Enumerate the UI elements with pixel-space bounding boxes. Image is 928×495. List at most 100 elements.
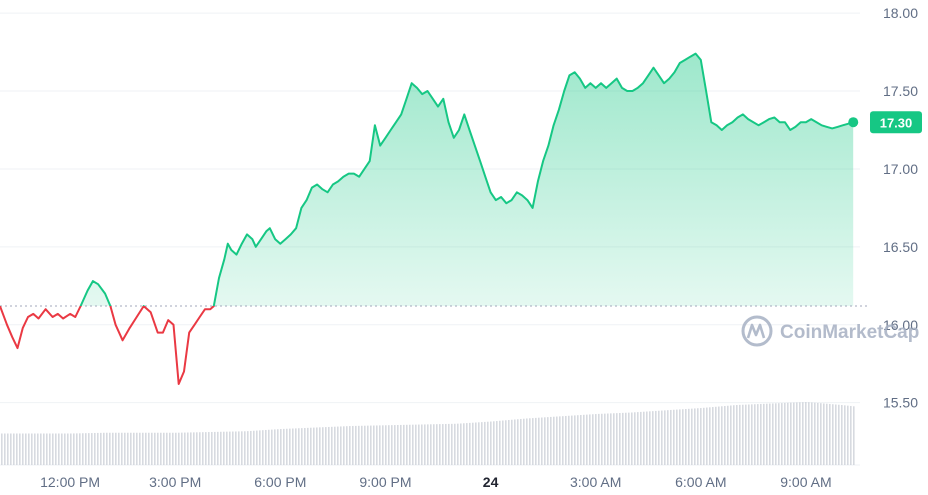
- volume-bar: [517, 419, 519, 465]
- volume-bar: [427, 424, 429, 465]
- volume-bar: [532, 418, 534, 465]
- volume-bar: [37, 433, 39, 465]
- volume-bar: [799, 402, 801, 465]
- volume-bar: [10, 433, 12, 465]
- volume-bar: [601, 413, 603, 465]
- volume-bar: [700, 408, 702, 465]
- volume-bar: [238, 431, 240, 465]
- volume-bar: [7, 433, 9, 465]
- volume-bar: [586, 414, 588, 465]
- volume-bar: [115, 432, 117, 465]
- volume-bar: [757, 404, 759, 465]
- volume-bar: [55, 433, 57, 465]
- volume-bar: [544, 417, 546, 465]
- volume-bar: [748, 404, 750, 465]
- volume-bar: [481, 422, 483, 465]
- volume-bar: [388, 425, 390, 465]
- coinmarketcap-watermark: CoinMarketCap: [741, 315, 919, 347]
- volume-bar: [556, 416, 558, 465]
- volume-bar: [823, 403, 825, 465]
- volume-bar: [604, 413, 606, 465]
- volume-bar: [433, 424, 435, 465]
- volume-bar: [409, 424, 411, 465]
- volume-bar: [352, 425, 354, 465]
- volume-bar: [136, 432, 138, 465]
- volume-bar: [226, 431, 228, 465]
- volume-bar: [70, 433, 72, 465]
- volume-bar: [448, 423, 450, 465]
- volume-bar: [457, 423, 459, 465]
- volume-bar: [310, 427, 312, 465]
- volume-bar: [439, 424, 441, 465]
- volume-bar: [142, 432, 144, 465]
- volume-bar: [172, 432, 174, 465]
- volume-bar: [784, 402, 786, 465]
- volume-bar: [628, 412, 630, 465]
- volume-bar: [781, 403, 783, 465]
- volume-bar: [412, 424, 414, 465]
- x-tick-label: 6:00 AM: [675, 474, 726, 490]
- volume-bar: [547, 417, 549, 465]
- volume-bar: [118, 432, 120, 465]
- volume-bar: [403, 424, 405, 465]
- volume-bar: [175, 432, 177, 465]
- volume-bar: [220, 431, 222, 465]
- volume-bar: [430, 424, 432, 465]
- volume-bar: [493, 421, 495, 465]
- x-tick-label: 9:00 AM: [780, 474, 831, 490]
- volume-bar: [232, 431, 234, 465]
- volume-bar: [664, 410, 666, 465]
- volume-bar: [466, 423, 468, 465]
- volume-bar: [331, 426, 333, 465]
- volume-bar: [46, 433, 48, 465]
- current-price-dot[interactable]: [848, 117, 859, 128]
- volume-bar: [838, 404, 840, 465]
- volume-bar: [169, 432, 171, 465]
- volume-bar: [64, 433, 66, 465]
- volume-bar: [676, 409, 678, 465]
- volume-bar: [808, 402, 810, 465]
- volume-bar: [325, 427, 327, 465]
- volume-bar: [469, 422, 471, 465]
- volume-bar: [733, 405, 735, 465]
- volume-bar: [244, 431, 246, 465]
- volume-bar: [367, 425, 369, 465]
- volume-bar: [772, 403, 774, 465]
- volume-bar: [319, 427, 321, 465]
- volume-bar: [631, 412, 633, 465]
- volume-bar: [268, 429, 270, 465]
- volume-bar: [292, 428, 294, 465]
- volume-bar: [688, 408, 690, 465]
- volume-bar: [391, 425, 393, 465]
- volume-bar: [451, 423, 453, 465]
- volume-bar: [58, 433, 60, 465]
- volume-bar: [691, 408, 693, 465]
- x-tick-label: 12:00 PM: [40, 474, 100, 490]
- volume-bar: [166, 432, 168, 465]
- volume-bar: [73, 433, 75, 465]
- volume-bar: [484, 421, 486, 465]
- coinmarketcap-logo-icon: [741, 315, 773, 347]
- volume-bar: [835, 404, 837, 465]
- volume-bar: [355, 425, 357, 465]
- volume-bar: [613, 413, 615, 465]
- volume-bar: [568, 415, 570, 465]
- volume-bar: [343, 426, 345, 465]
- volume-bar: [316, 427, 318, 465]
- volume-bar: [154, 432, 156, 465]
- volume-bar: [190, 432, 192, 465]
- volume-bar: [790, 402, 792, 465]
- volume-bar: [841, 405, 843, 465]
- y-tick-label: 18.00: [883, 5, 918, 21]
- volume-bar: [589, 414, 591, 465]
- volume-bar: [187, 432, 189, 465]
- volume-bar: [811, 402, 813, 465]
- volume-bar: [16, 433, 18, 465]
- volume-bar: [202, 432, 204, 465]
- volume-bar: [511, 419, 513, 465]
- volume-bar: [337, 426, 339, 465]
- volume-bar: [502, 420, 504, 465]
- volume-bar: [478, 422, 480, 465]
- volume-bar: [52, 433, 54, 465]
